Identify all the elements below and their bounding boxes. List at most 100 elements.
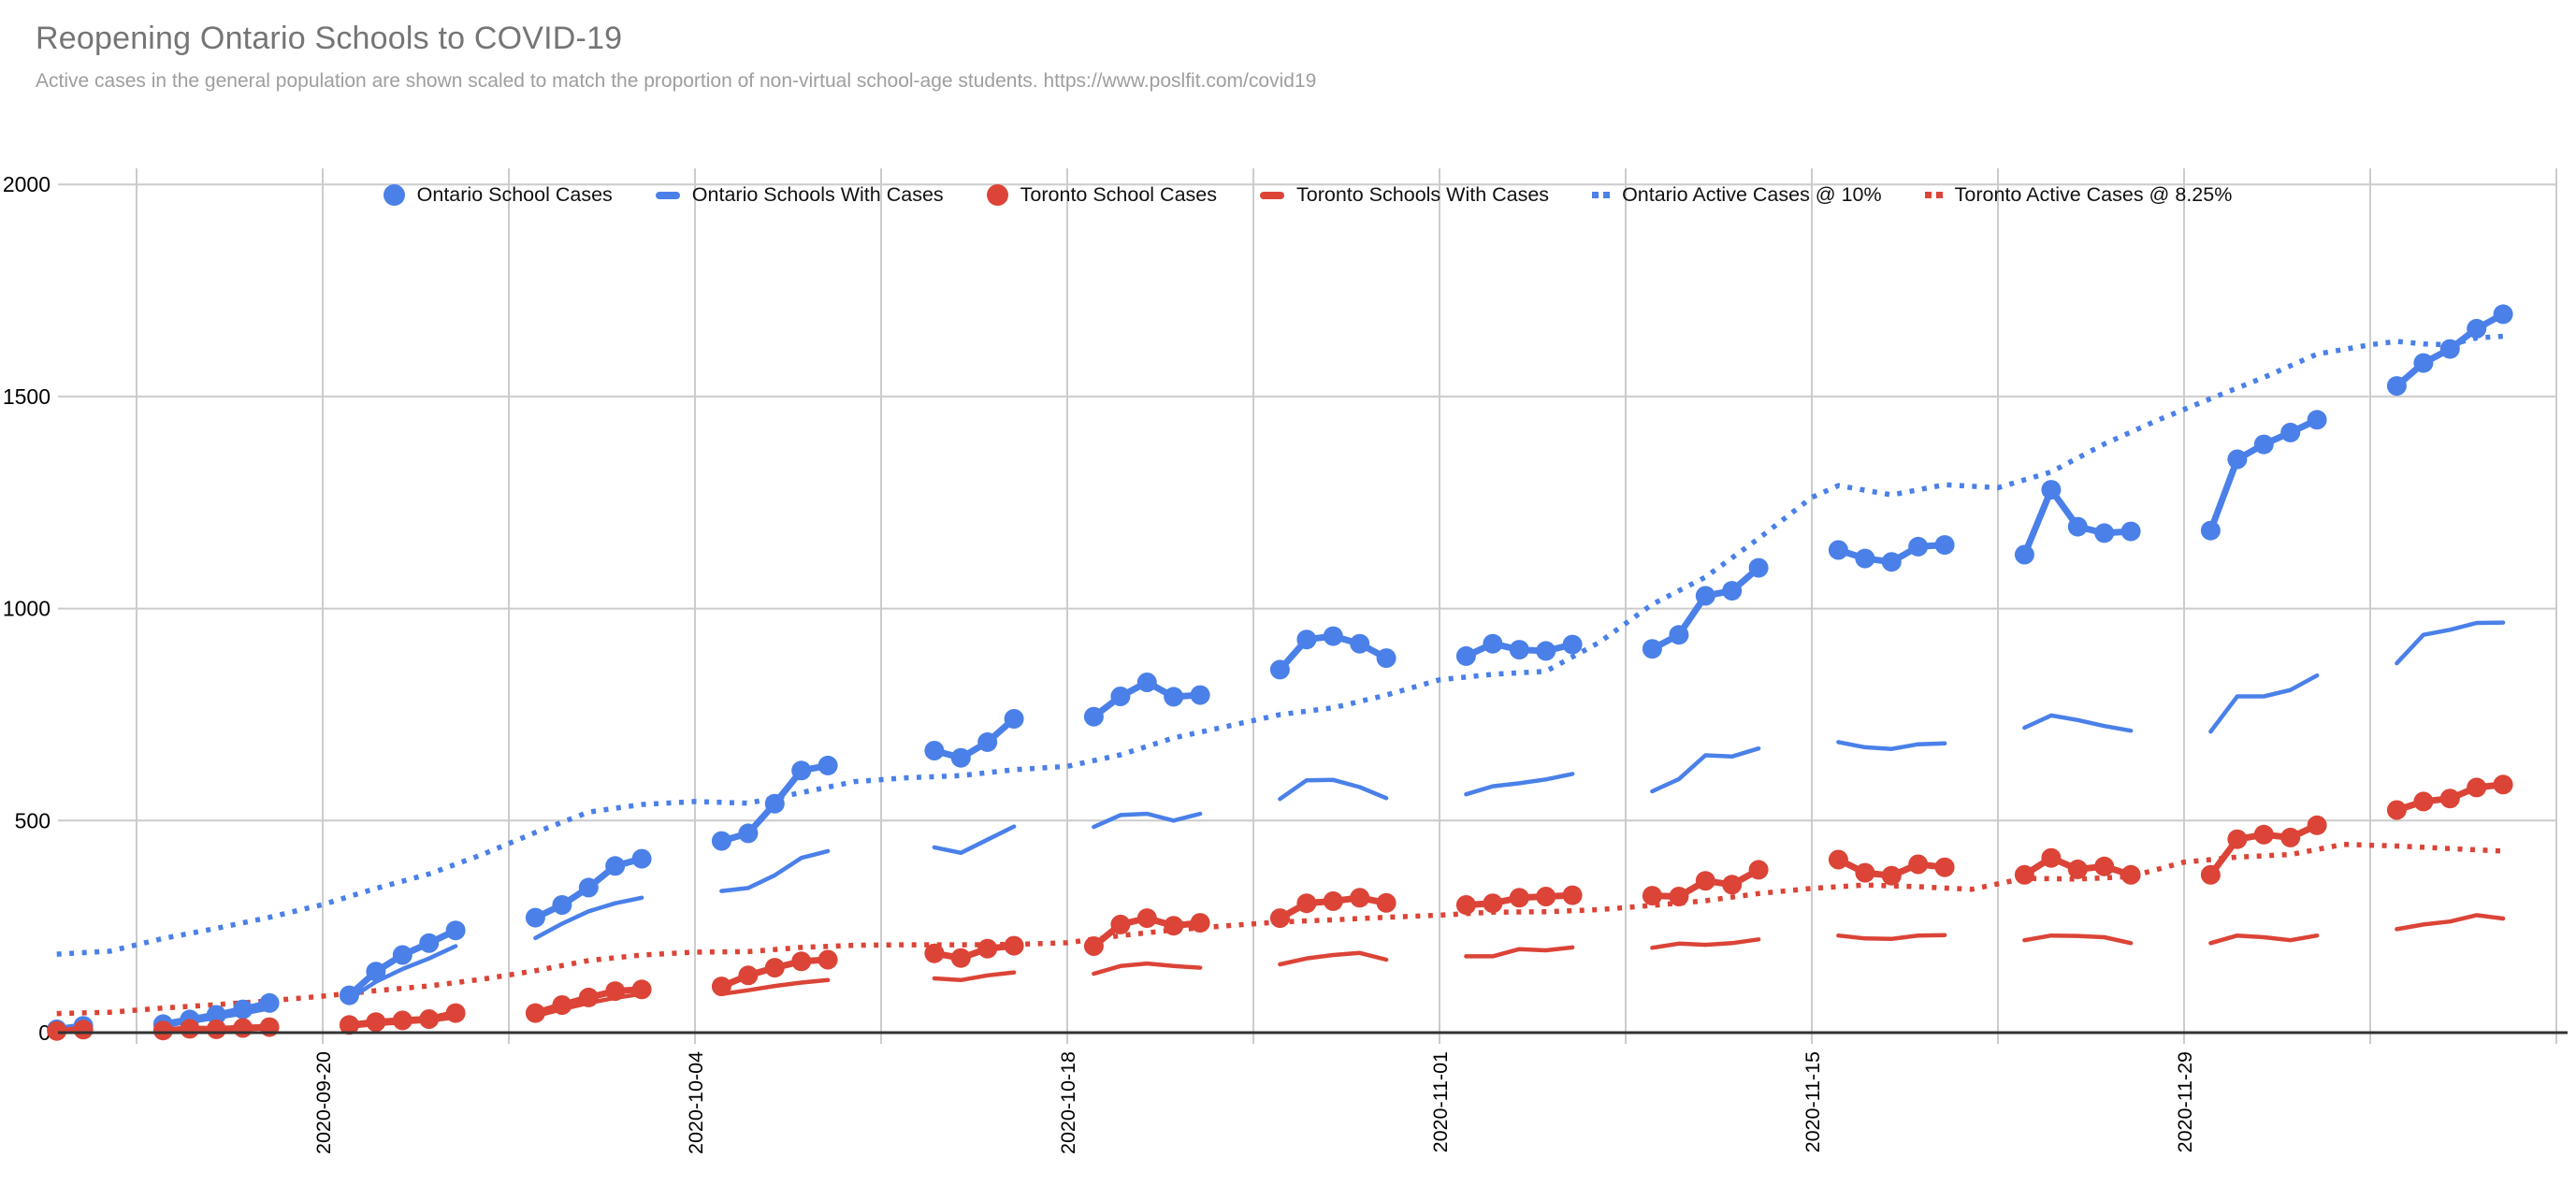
data-point[interactable] [47, 1021, 66, 1041]
data-point[interactable] [2254, 435, 2274, 455]
data-point[interactable] [605, 981, 625, 1001]
data-point[interactable] [1456, 646, 1476, 666]
data-point[interactable] [1908, 855, 1928, 875]
data-point[interactable] [1483, 634, 1502, 654]
data-point[interactable] [393, 1010, 412, 1030]
data-point[interactable] [2041, 480, 2061, 499]
data-point[interactable] [1377, 648, 1397, 668]
data-point[interactable] [1005, 936, 1024, 956]
data-point[interactable] [2227, 830, 2247, 849]
data-point[interactable] [579, 988, 599, 1007]
data-point[interactable] [1296, 893, 1316, 913]
data-point[interactable] [1935, 858, 1955, 877]
data-point[interactable] [1084, 707, 1104, 727]
data-point[interactable] [1536, 887, 1556, 906]
data-point[interactable] [951, 748, 971, 768]
data-point[interactable] [738, 965, 758, 985]
data-point[interactable] [446, 920, 466, 940]
data-point[interactable] [1510, 888, 1529, 907]
data-point[interactable] [818, 756, 838, 775]
data-point[interactable] [2387, 801, 2407, 820]
data-point[interactable] [1270, 908, 1290, 928]
data-point[interactable] [1722, 875, 1742, 894]
data-point[interactable] [1882, 866, 1902, 886]
data-point[interactable] [419, 1009, 439, 1029]
data-point[interactable] [340, 986, 359, 1006]
data-point[interactable] [2121, 865, 2141, 885]
data-point[interactable] [1643, 639, 1662, 658]
data-point[interactable] [1855, 863, 1874, 883]
data-point[interactable] [1722, 581, 1742, 600]
data-point[interactable] [1669, 887, 1688, 906]
data-point[interactable] [1882, 552, 1902, 572]
data-point[interactable] [74, 1020, 94, 1039]
data-point[interactable] [526, 908, 545, 928]
data-point[interactable] [1005, 709, 1024, 729]
data-point[interactable] [1510, 640, 1529, 659]
data-point[interactable] [233, 1019, 253, 1038]
data-point[interactable] [552, 995, 572, 1015]
data-point[interactable] [2015, 545, 2034, 565]
data-point[interactable] [260, 993, 280, 1013]
data-point[interactable] [1137, 673, 1157, 692]
data-point[interactable] [818, 950, 838, 970]
data-point[interactable] [2094, 523, 2114, 543]
data-point[interactable] [2467, 319, 2486, 339]
data-point[interactable] [1643, 886, 1662, 905]
data-point[interactable] [2440, 789, 2460, 808]
data-point[interactable] [1855, 549, 1874, 569]
data-point[interactable] [765, 958, 785, 977]
data-point[interactable] [180, 1019, 199, 1038]
data-point[interactable] [2494, 774, 2513, 794]
data-point[interactable] [2015, 865, 2034, 885]
data-point[interactable] [712, 832, 731, 851]
data-point[interactable] [1483, 893, 1502, 913]
data-point[interactable] [1749, 860, 1769, 879]
data-point[interactable] [2227, 450, 2247, 470]
data-point[interactable] [791, 951, 811, 971]
data-point[interactable] [393, 946, 412, 965]
data-point[interactable] [924, 741, 944, 760]
data-point[interactable] [2041, 848, 2061, 868]
data-point[interactable] [1563, 635, 1583, 655]
data-point[interactable] [1669, 625, 1688, 644]
data-point[interactable] [1696, 871, 1715, 890]
data-point[interactable] [2440, 340, 2460, 359]
data-point[interactable] [977, 732, 997, 752]
data-point[interactable] [233, 1000, 253, 1020]
data-point[interactable] [1350, 634, 1369, 654]
data-point[interactable] [1829, 850, 1848, 870]
data-point[interactable] [1191, 913, 1210, 933]
data-point[interactable] [2308, 816, 2327, 835]
data-point[interactable] [2121, 522, 2141, 542]
data-point[interactable] [632, 849, 652, 869]
data-point[interactable] [2280, 423, 2300, 442]
chart-plot-area[interactable]: 05001000150020002020-09-202020-10-042020… [0, 0, 2576, 1201]
data-point[interactable] [1110, 687, 1130, 706]
data-point[interactable] [419, 933, 439, 953]
data-point[interactable] [2254, 825, 2274, 845]
data-point[interactable] [1270, 659, 1290, 679]
data-point[interactable] [1191, 686, 1210, 705]
data-point[interactable] [1377, 893, 1397, 913]
data-point[interactable] [1829, 541, 1848, 560]
data-point[interactable] [1164, 916, 1183, 935]
data-point[interactable] [366, 962, 385, 981]
data-point[interactable] [712, 977, 731, 996]
data-point[interactable] [1563, 886, 1583, 905]
data-point[interactable] [2494, 304, 2513, 324]
data-point[interactable] [1536, 641, 1556, 660]
data-point[interactable] [153, 1020, 173, 1040]
data-point[interactable] [2413, 354, 2433, 373]
data-point[interactable] [2201, 865, 2221, 885]
data-point[interactable] [446, 1004, 466, 1023]
data-point[interactable] [977, 939, 997, 959]
data-point[interactable] [1696, 586, 1715, 606]
data-point[interactable] [2467, 777, 2486, 797]
data-point[interactable] [2308, 410, 2327, 429]
data-point[interactable] [1350, 888, 1369, 907]
data-point[interactable] [605, 856, 625, 875]
data-point[interactable] [1324, 627, 1343, 646]
data-point[interactable] [1749, 558, 1769, 578]
data-point[interactable] [951, 948, 971, 968]
